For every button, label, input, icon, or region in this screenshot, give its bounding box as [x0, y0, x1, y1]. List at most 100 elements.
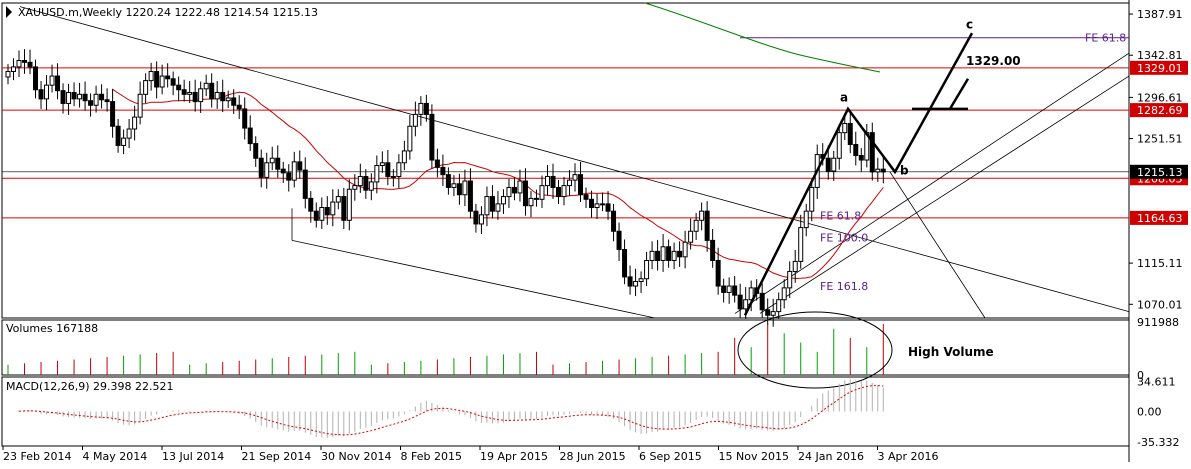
x-tick-label-11: 3 Apr 2016: [878, 450, 939, 463]
ma-red-line: [112, 88, 884, 280]
trend-line-4: [889, 171, 986, 319]
candle-bull: [159, 75, 165, 88]
price-tick-label-0: 1387.91: [1137, 8, 1183, 21]
candle-bear: [242, 108, 248, 129]
level-box-3: [1130, 210, 1188, 225]
candle-bear: [765, 309, 771, 316]
candle-bear: [286, 172, 292, 181]
wave-projection: [743, 32, 974, 316]
macd-tick-label-0: 34.611: [1137, 376, 1176, 389]
candles: [5, 49, 886, 327]
candle-bear: [589, 198, 595, 209]
candle-bull: [644, 259, 650, 280]
target-tick: [948, 78, 970, 110]
x-tick-label-7: 28 Jun 2015: [560, 450, 626, 463]
candle-bull: [671, 250, 677, 261]
candle-bull: [633, 280, 639, 287]
fe-label-2: FE 100.0: [820, 232, 868, 245]
candle-bull: [16, 60, 22, 68]
current-price-label: 1215.13: [1137, 166, 1183, 179]
candle-bear: [721, 285, 727, 293]
candle-bear: [556, 186, 561, 198]
fe-label-0: FE 61.8: [1085, 32, 1126, 45]
high-volume-ellipse: [737, 311, 893, 389]
candle-bear: [732, 285, 738, 296]
candle-bear: [622, 249, 628, 278]
level-box-1: [1130, 103, 1188, 118]
candle-bear: [231, 97, 237, 106]
fe-label-3: FE 161.8: [820, 280, 868, 293]
candle-bull: [572, 174, 578, 181]
x-tick-label-9: 15 Nov 2015: [719, 450, 789, 463]
candle-bull: [875, 168, 881, 173]
candle-bull: [462, 180, 468, 196]
candle-bear: [275, 157, 281, 170]
candle-bear: [616, 230, 622, 251]
candle-bear: [308, 197, 314, 212]
candle-bull: [451, 183, 457, 188]
candle-bull: [600, 203, 606, 206]
candle-bear: [33, 66, 39, 91]
candle-bull: [836, 132, 842, 159]
candle-bear: [533, 197, 539, 200]
candle-bull: [407, 125, 413, 152]
candle-bull: [49, 75, 55, 86]
candle-bull: [357, 175, 363, 187]
candle-bull: [809, 186, 815, 212]
candle-bull: [352, 185, 358, 190]
candle-bull: [506, 186, 512, 198]
candle-bull: [561, 185, 567, 198]
candle-bull: [544, 175, 550, 187]
trend-lines: [19, 6, 1130, 319]
price-tick-label-3: 1251.51: [1137, 133, 1183, 146]
candle-bull: [726, 285, 732, 293]
candle-bull: [401, 150, 407, 164]
candle-bear: [858, 154, 864, 161]
price-tick-label-5: 1070.01: [1137, 298, 1183, 311]
candle-bull: [699, 210, 705, 221]
candle-bear: [467, 180, 473, 212]
candle-bear: [82, 93, 88, 102]
candle-bear: [313, 210, 319, 221]
candle-bull: [121, 137, 127, 146]
candle-bear: [710, 239, 716, 261]
candle-bull: [203, 82, 209, 90]
candle-bull: [682, 241, 688, 258]
candle-bear: [853, 144, 859, 156]
high-volume-label: High Volume: [908, 345, 994, 359]
labels: FE 61.8 FE 61.8 FE 100.0 FE 161.8 a b c 1329.00…: [6, 6, 1126, 393]
candle-bear: [99, 93, 105, 101]
trend-line-2: [734, 52, 1130, 314]
pane-frames: [1, 0, 1130, 462]
candle-bull: [803, 210, 809, 229]
wave-abc-path: [743, 32, 974, 316]
candle-bull: [743, 299, 749, 310]
candle-bull: [93, 93, 99, 106]
candle-bear: [280, 168, 286, 174]
candle-bull: [495, 203, 501, 212]
candle-bear: [385, 162, 391, 177]
candle-bear: [170, 78, 176, 86]
candle-bear: [666, 246, 672, 261]
candle-bear: [627, 276, 633, 287]
candle-bull: [335, 196, 341, 203]
candle-bull: [346, 188, 352, 221]
candle-bull: [319, 207, 325, 221]
x-tick-label-0: 23 Feb 2014: [3, 450, 71, 463]
candle-bear: [429, 113, 435, 161]
candle-bull: [44, 84, 50, 100]
candle-bear: [522, 180, 528, 207]
x-tick-label-4: 30 Nov 2014: [321, 450, 391, 463]
trend-line-1: [291, 240, 656, 319]
candle-bull: [638, 278, 644, 282]
pane-frame-0: [1, 2, 1130, 319]
candle-bear: [88, 100, 94, 106]
x-tick-label-3: 21 Sep 2014: [242, 450, 312, 463]
fe-label-1: FE 61.8: [820, 210, 861, 223]
symbol-arrow-icon: [6, 6, 12, 18]
candle-bear: [445, 174, 451, 188]
level-label-0: 1329.01: [1137, 62, 1183, 75]
candle-bear: [578, 174, 584, 196]
candle-bull: [148, 70, 154, 82]
